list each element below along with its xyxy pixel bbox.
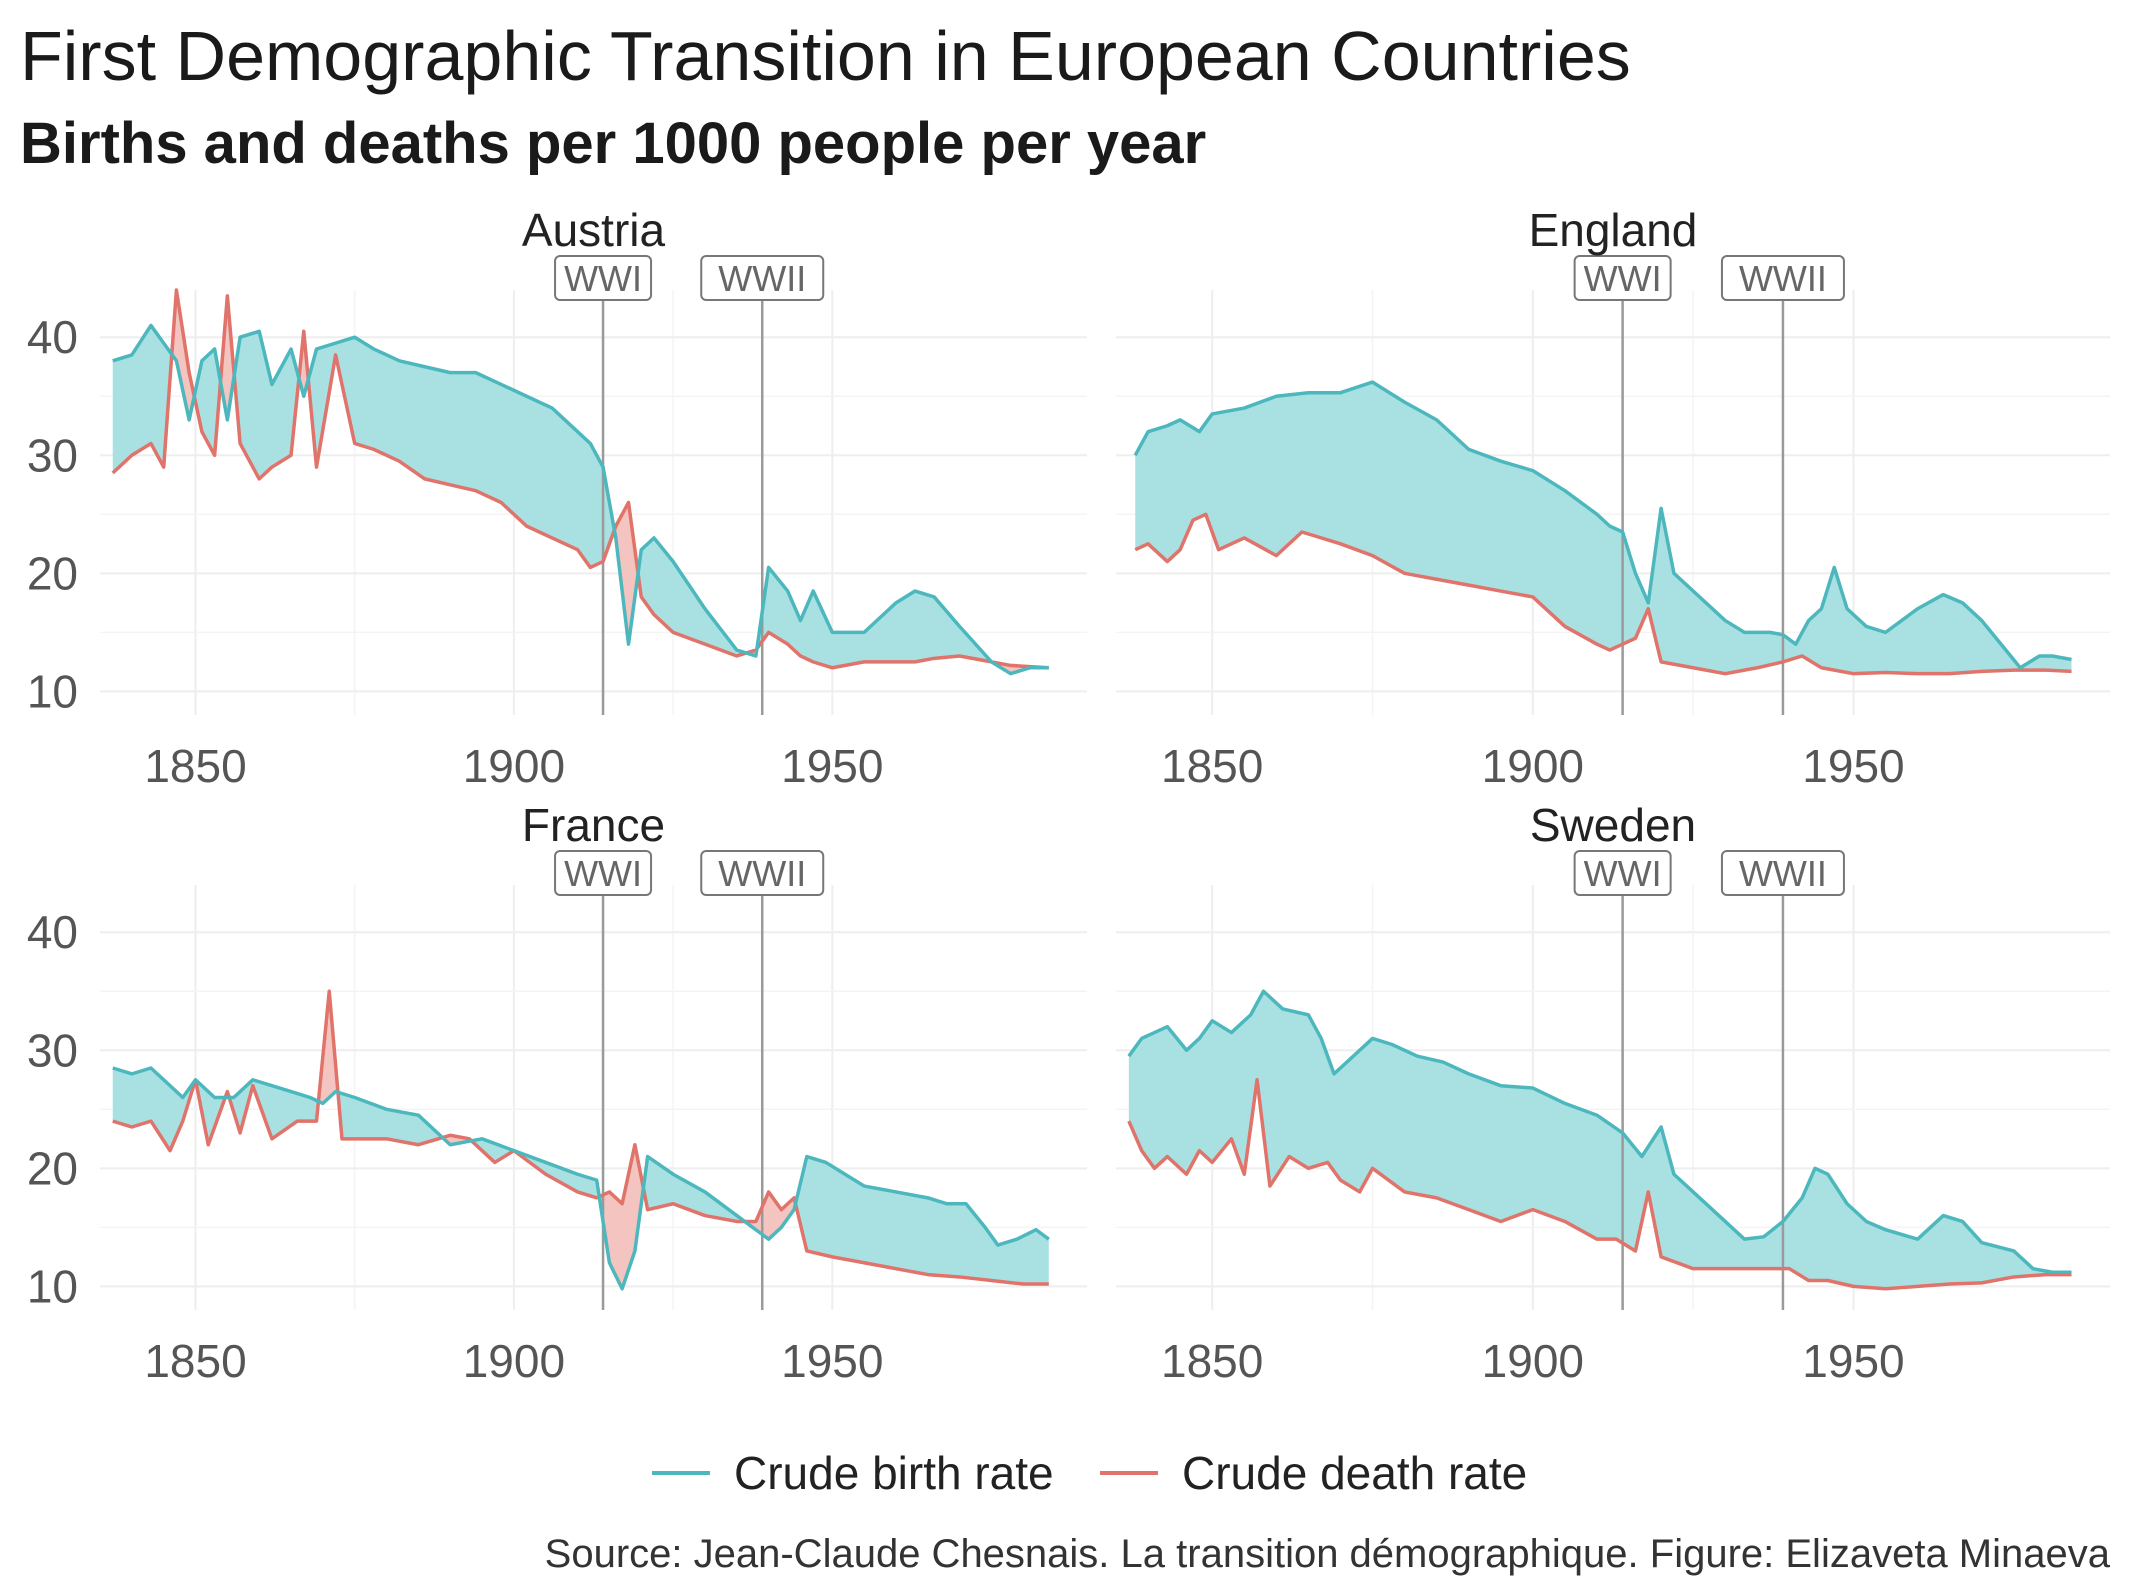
ribbon-birth-excess <box>234 331 299 479</box>
x-tick-label: 1900 <box>463 1335 565 1387</box>
y-tick-label: 10 <box>27 665 78 717</box>
y-tick-label: 40 <box>27 311 78 363</box>
series-line-birth <box>112 323 1049 676</box>
x-tick-label: 1850 <box>144 1335 246 1387</box>
legend-death-label: Crude death rate <box>1182 1447 1527 1499</box>
event-label-box <box>1720 850 1845 896</box>
ribbon-death-excess <box>298 331 309 397</box>
ribbon-birth-excess <box>471 1138 600 1198</box>
ribbon-birth-excess <box>308 337 615 568</box>
ribbon-birth-excess <box>756 567 992 668</box>
series-line-death <box>111 288 1049 670</box>
event-label-wwii: WWII <box>718 853 806 894</box>
x-tick-label: 1950 <box>781 740 883 792</box>
ribbon-birth-excess <box>1128 991 2072 1289</box>
y-tick-label: 30 <box>27 1024 78 1076</box>
ribbon-birth-excess <box>112 325 172 473</box>
event-label-box <box>1573 850 1672 896</box>
y-tick-label: 10 <box>27 1260 78 1312</box>
event-label-wwi: WWI <box>564 258 642 299</box>
chart-subtitle: Births and deaths per 1000 people per ye… <box>20 111 1207 176</box>
ribbon-death-excess <box>318 991 338 1104</box>
ribbon-birth-excess <box>638 537 747 656</box>
event-label-wwii: WWII <box>1739 853 1827 894</box>
legend-birth-label: Crude birth rate <box>734 1447 1054 1499</box>
event-label-box <box>554 850 653 896</box>
event-label-box <box>1720 255 1845 301</box>
y-tick-label: 20 <box>27 547 78 599</box>
x-tick-label: 1900 <box>1482 1335 1584 1387</box>
event-label-wwii: WWII <box>718 258 806 299</box>
series-line-death <box>1134 512 2072 676</box>
event-label-box <box>700 255 825 301</box>
x-tick-label: 1950 <box>1802 740 1904 792</box>
ribbon-birth-excess <box>337 1092 443 1145</box>
series-line-death <box>112 989 1049 1286</box>
ribbon-birth-excess <box>1135 382 2072 674</box>
facet-title: Sweden <box>1530 799 1696 851</box>
caption: Source: Jean-Claude Chesnais. La transit… <box>544 1532 2110 1576</box>
event-label-box <box>700 850 825 896</box>
x-tick-label: 1950 <box>1802 1335 1904 1387</box>
x-tick-label: 1950 <box>781 1335 883 1387</box>
x-tick-label: 1900 <box>1482 740 1584 792</box>
facet-sweden: 1850 1900 1950 WWI WWII Sweden <box>1116 799 2110 1387</box>
series-line-birth <box>112 1066 1050 1291</box>
facet-england: 1850 1900 1950 WWI WWII England <box>1116 204 2110 792</box>
event-label-box <box>1573 255 1672 301</box>
chart-title: First Demographic Transition in European… <box>20 17 1631 95</box>
event-label-wwi: WWI <box>1584 258 1662 299</box>
ribbon-birth-excess <box>194 349 221 456</box>
ribbon-death-excess <box>171 290 195 420</box>
ribbon-birth-excess <box>795 1156 1049 1285</box>
facet-title: Austria <box>522 204 666 256</box>
ribbon-death-excess <box>744 1191 796 1240</box>
ribbon-birth-excess <box>112 1067 226 1151</box>
x-tick-label: 1850 <box>1161 740 1263 792</box>
series-line-birth <box>1133 380 2072 670</box>
facet-title: England <box>1529 204 1698 256</box>
x-tick-label: 1850 <box>144 740 246 792</box>
y-tick-label: 40 <box>27 906 78 958</box>
event-label-wwii: WWII <box>1739 258 1827 299</box>
legend: Crude birth rate Crude death rate <box>652 1447 1527 1499</box>
series-line-death <box>1127 1078 2072 1291</box>
facet-austria: 1850 1900 1950 10 20 30 40 WWI WWII Austria <box>27 204 1087 792</box>
event-label-box <box>554 255 653 301</box>
facet-title: France <box>522 799 665 851</box>
ribbon-death-excess <box>599 1144 644 1289</box>
event-label-wwi: WWI <box>1584 853 1662 894</box>
series-line-birth <box>1127 989 2072 1274</box>
x-tick-label: 1850 <box>1161 1335 1263 1387</box>
y-tick-label: 30 <box>27 429 78 481</box>
y-tick-label: 20 <box>27 1142 78 1194</box>
event-label-wwi: WWI <box>564 853 642 894</box>
facet-france: 1850 1900 1950 10 20 30 40 WWI WWII France <box>27 799 1087 1387</box>
x-tick-label: 1900 <box>463 740 565 792</box>
